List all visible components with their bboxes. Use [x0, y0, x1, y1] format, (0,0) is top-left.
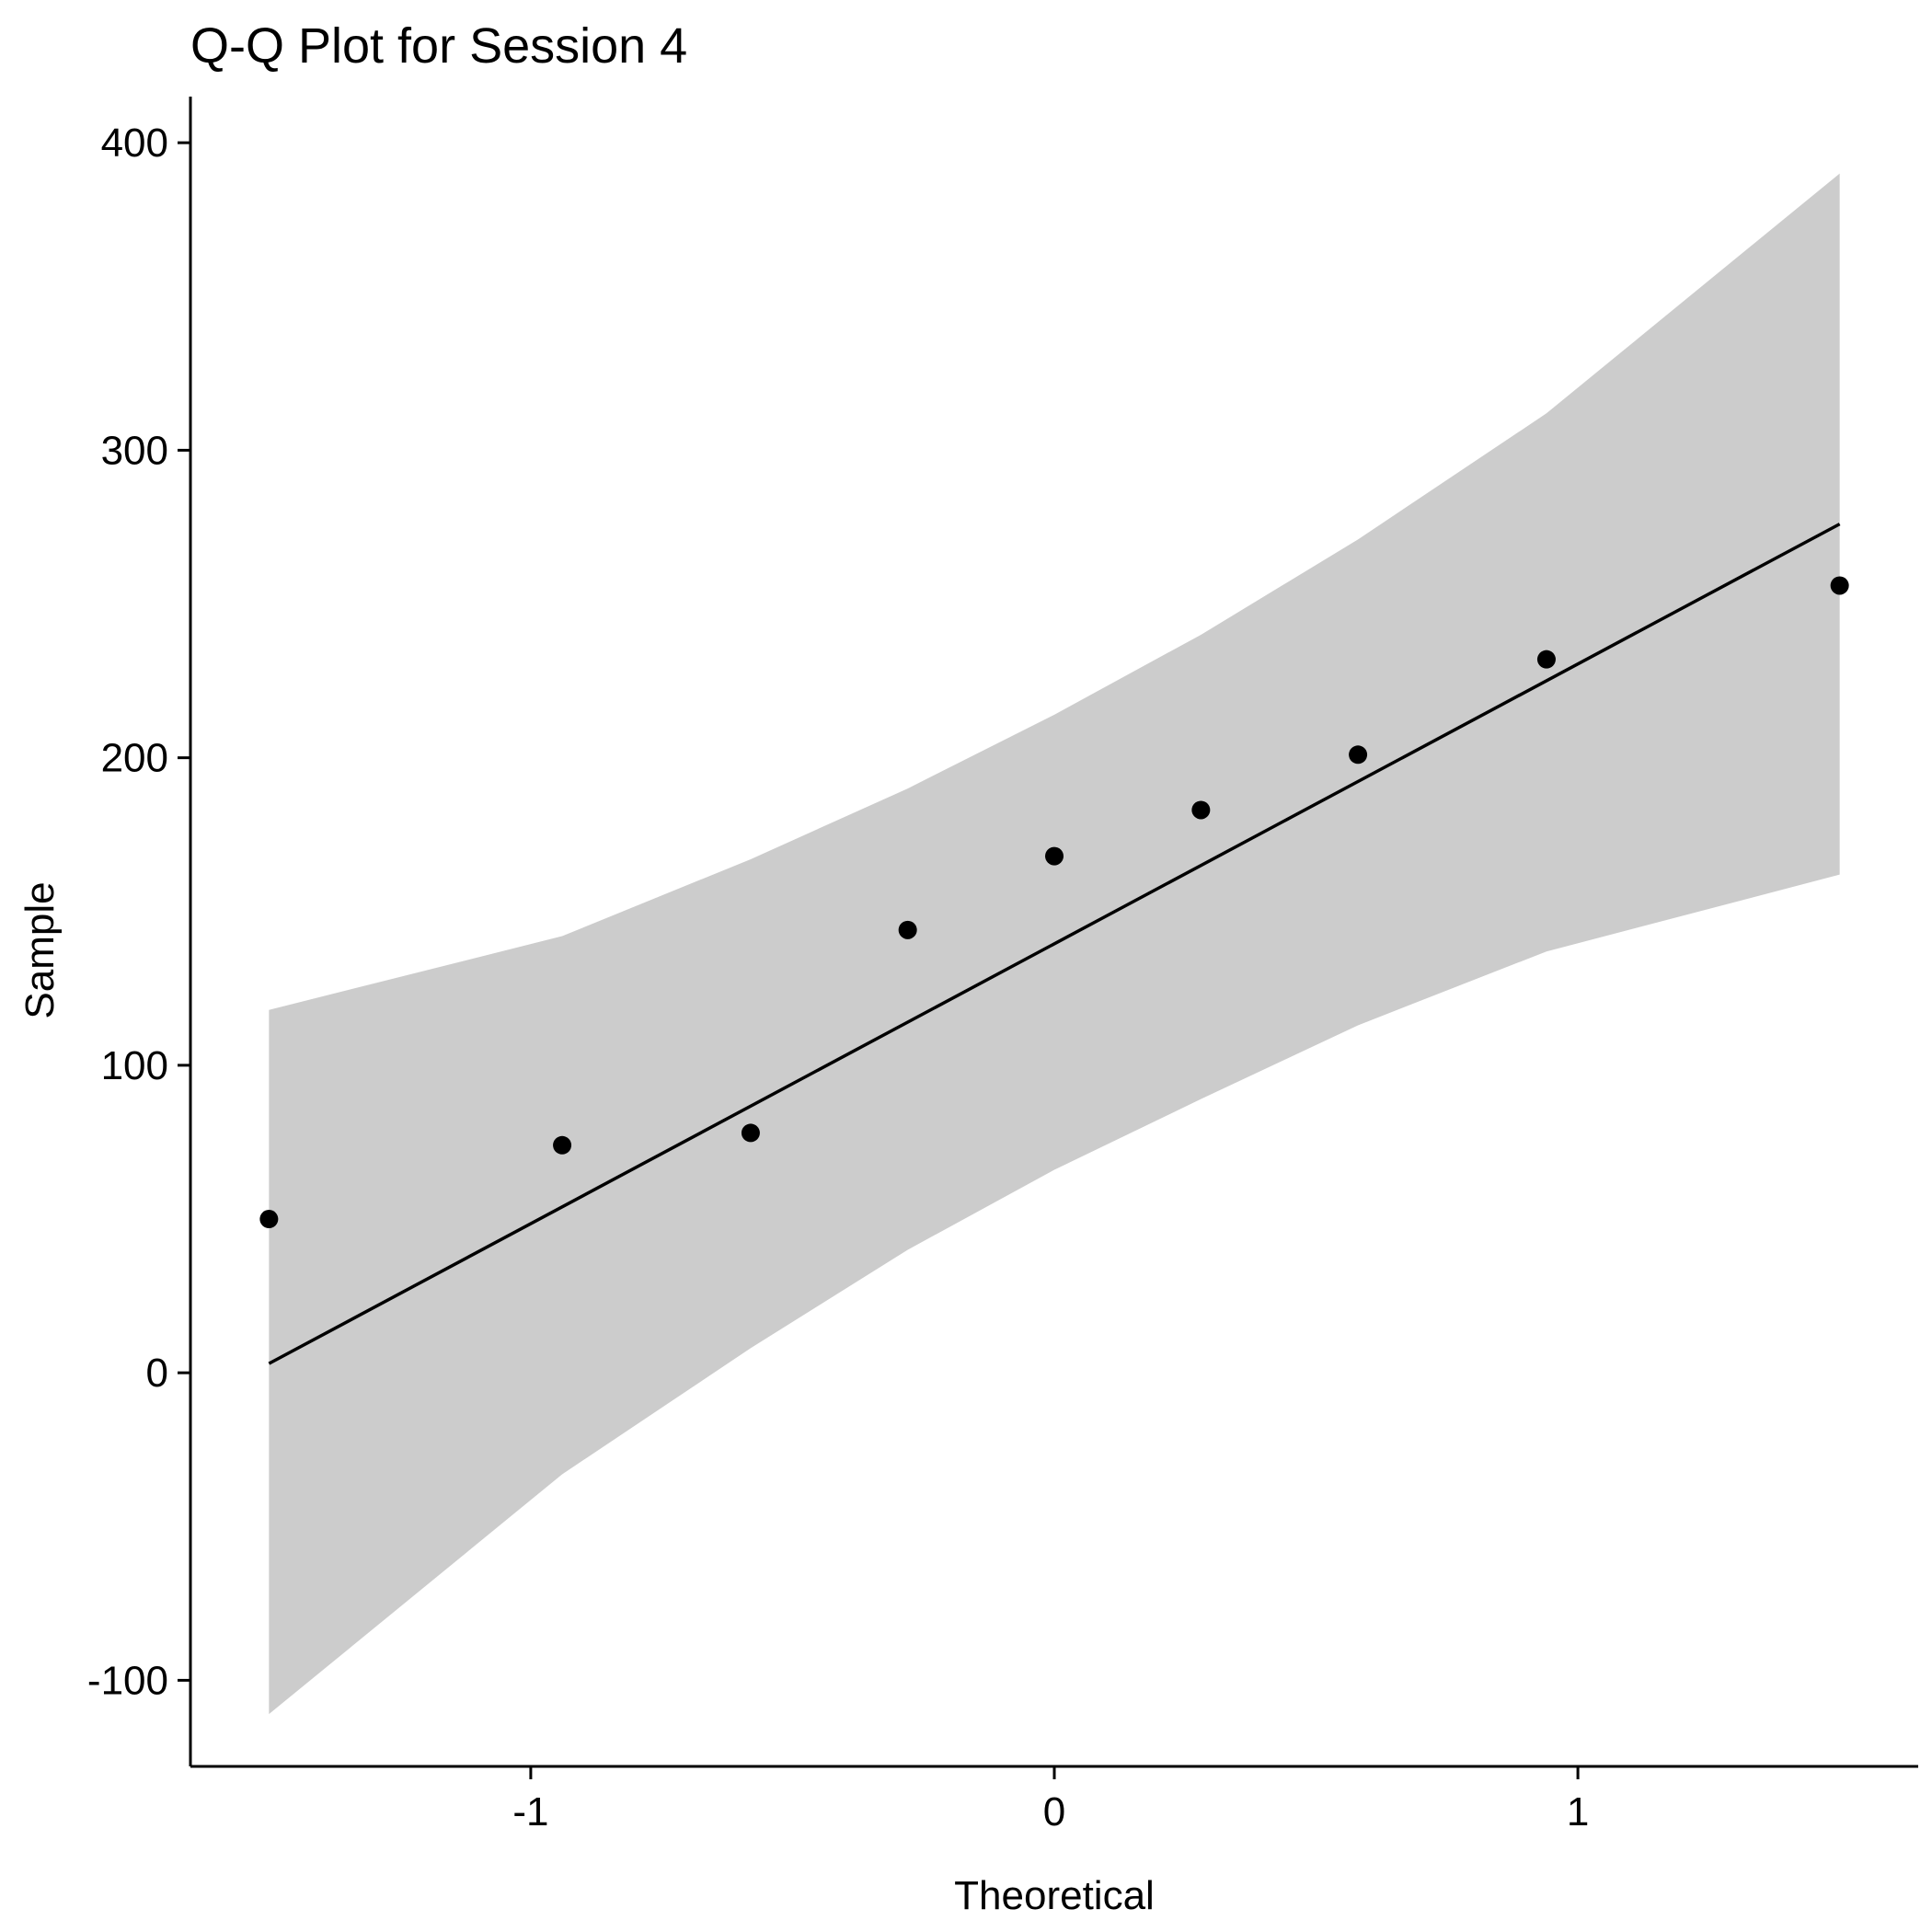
data-point: [259, 1210, 279, 1229]
y-tick-label: 400: [101, 121, 168, 166]
y-tick-label: 100: [101, 1043, 168, 1088]
x-tick-label: 1: [1567, 1789, 1589, 1834]
data-point: [1536, 650, 1556, 669]
data-point: [1191, 800, 1211, 820]
sample-points: [259, 576, 1849, 1229]
data-point: [1045, 846, 1064, 866]
x-axis-label: Theoretical: [954, 1873, 1155, 1918]
y-axis-label: Sample: [17, 881, 63, 1018]
y-tick-label: 200: [101, 736, 168, 781]
x-tick-label: 0: [1043, 1789, 1065, 1834]
data-point: [553, 1135, 572, 1155]
y-axis-ticks: -100 0 100 200 300 400: [87, 121, 190, 1703]
data-point: [1830, 576, 1849, 595]
chart-title: Q-Q Plot for Session 4: [190, 18, 687, 74]
y-tick-label: 300: [101, 428, 168, 473]
x-axis-ticks: -1 0 1: [512, 1766, 1589, 1834]
y-tick-label: 0: [146, 1351, 168, 1396]
x-tick-label: -1: [512, 1789, 548, 1834]
data-point: [741, 1123, 760, 1143]
reference-line: [268, 523, 1841, 1365]
y-tick-label: -100: [87, 1658, 168, 1703]
data-point: [898, 920, 917, 939]
data-point: [1349, 745, 1368, 765]
